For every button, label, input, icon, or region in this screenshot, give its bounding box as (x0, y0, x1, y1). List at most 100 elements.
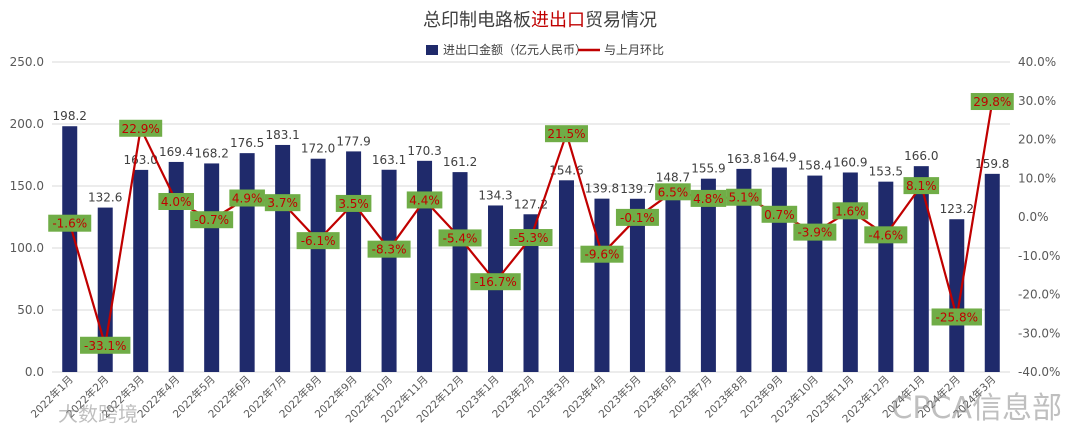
ratio-label-box (544, 125, 588, 143)
ratio-label: -6.1% (296, 232, 340, 250)
bar-value-label: 132.6 (88, 191, 122, 205)
ratio-label-box (296, 232, 340, 250)
bar-value-label: 155.9 (691, 162, 725, 176)
bar-series (62, 126, 1000, 373)
ratio-label-text: 22.9% (122, 122, 160, 136)
legend-bar-swatch (426, 45, 438, 55)
bar (842, 172, 858, 372)
ratio-label-text: -4.6% (868, 228, 903, 242)
left-tick-label: 100.0 (10, 241, 44, 255)
bar-value-label: 198.2 (53, 109, 87, 123)
bar (381, 169, 397, 372)
bar-value-label: 183.1 (265, 128, 299, 142)
ratio-label-box (793, 223, 837, 241)
ratio-label-box (438, 229, 482, 247)
bar (346, 151, 362, 372)
ratio-label-text: 4.4% (409, 193, 440, 207)
bar (204, 163, 220, 372)
ratio-label-box (726, 188, 762, 206)
bar-value-label: 160.9 (833, 155, 867, 169)
ratio-label-box (406, 191, 443, 209)
ratio-label: 21.5% (544, 125, 588, 143)
right-tick-label: 30.0% (1018, 94, 1056, 108)
bar-value-label: 139.8 (585, 182, 619, 196)
bar (665, 187, 681, 372)
bar (984, 173, 1000, 372)
ratio-label: -9.6% (580, 245, 624, 263)
right-axis: -40.0% -30.0% -20.0% -10.0% 0.0% 10.0% 20.0% 30… (1018, 55, 1060, 379)
ratio-label: 3.5% (335, 194, 372, 212)
ratio-label-box (80, 336, 131, 354)
left-tick-label: 150.0 (10, 179, 44, 193)
bar (310, 158, 326, 372)
ratio-label-text: 0.7% (764, 208, 795, 222)
ratio-label-text: -0.7% (194, 213, 229, 227)
right-tick-label: -10.0% (1018, 249, 1060, 263)
right-tick-label: 0.0% (1018, 210, 1049, 224)
ratio-label-text: -33.1% (84, 339, 126, 353)
bar (736, 168, 752, 372)
ratio-label-text: 4.8% (693, 192, 724, 206)
ratio-label-text: 5.1% (729, 191, 760, 205)
bar-value-label: 161.2 (443, 155, 477, 169)
ratio-label-box (509, 229, 553, 247)
bar-value-label: 163.8 (727, 152, 761, 166)
ratio-label-box (970, 93, 1014, 111)
ratio-label: 4.8% (690, 189, 727, 207)
ratio-label: 8.1% (903, 177, 940, 195)
ratio-label-text: 4.9% (232, 192, 263, 206)
ratio-label: 4.0% (158, 193, 194, 210)
bar-value-label: 134.3 (478, 188, 512, 202)
ratio-label: -0.1% (615, 208, 659, 226)
ratio-label-box (690, 189, 727, 207)
bar-value-label: 153.5 (869, 165, 903, 179)
bar (913, 166, 929, 372)
bar-value-label: 172.0 (301, 142, 335, 156)
bar-value-label: 170.3 (407, 144, 441, 158)
ratio-label-text: -5.4% (443, 231, 478, 245)
bar-value-label: 169.4 (159, 145, 193, 159)
bar-value-label: 164.9 (762, 151, 796, 165)
ratio-label-text: 4.0% (161, 195, 192, 209)
right-tick-label: -40.0% (1018, 365, 1060, 379)
bar (878, 181, 894, 372)
bar (452, 172, 468, 372)
ratio-label-box (931, 308, 982, 326)
bar-value-label: 168.2 (194, 146, 228, 160)
ratio-label: -25.8% (931, 308, 982, 326)
ratio-label: -5.4% (438, 229, 482, 247)
ratio-label-box (655, 183, 691, 201)
bar (629, 198, 645, 372)
ratio-value-labels: -1.6% -33.1% 22.9% 4.0%-0.7%4.9% 3.7% -6.1% 3.… (48, 93, 1014, 354)
ratio-label-text: -3.9% (797, 226, 832, 240)
ratio-label-box (119, 119, 163, 137)
ratio-label-text: -0.1% (620, 211, 655, 225)
ratio-label-box (864, 226, 908, 244)
bar-value-label: 158.4 (798, 159, 832, 173)
ratio-label-box (229, 189, 265, 207)
ratio-label: 3.7% (264, 194, 301, 212)
right-tick-label: 10.0% (1018, 171, 1056, 185)
legend: 进出口金额（亿元人民币） 与上月环比 (426, 42, 664, 57)
ratio-label: 4.9% (229, 189, 265, 207)
bar-value-label: 177.9 (336, 134, 370, 148)
ratio-label-text: -8.3% (372, 243, 407, 257)
ratio-label: -8.3% (367, 240, 411, 258)
ratio-label: -4.6% (864, 226, 908, 244)
bar (594, 198, 610, 372)
ratio-label-box (190, 211, 234, 229)
ratio-label: -0.7% (190, 211, 234, 229)
bar (417, 160, 433, 372)
ratio-label-box (158, 193, 194, 210)
bar (523, 214, 539, 372)
ratio-label-text: 3.7% (267, 196, 298, 210)
ratio-label-box (264, 194, 301, 212)
bar-value-label: 154.6 (549, 163, 583, 177)
ratio-label: 1.6% (832, 202, 869, 220)
ratio-label: -16.7% (470, 273, 521, 291)
ratio-label-box (367, 240, 411, 258)
ratio-label-text: -9.6% (585, 248, 620, 262)
ratio-label-box (615, 208, 659, 226)
